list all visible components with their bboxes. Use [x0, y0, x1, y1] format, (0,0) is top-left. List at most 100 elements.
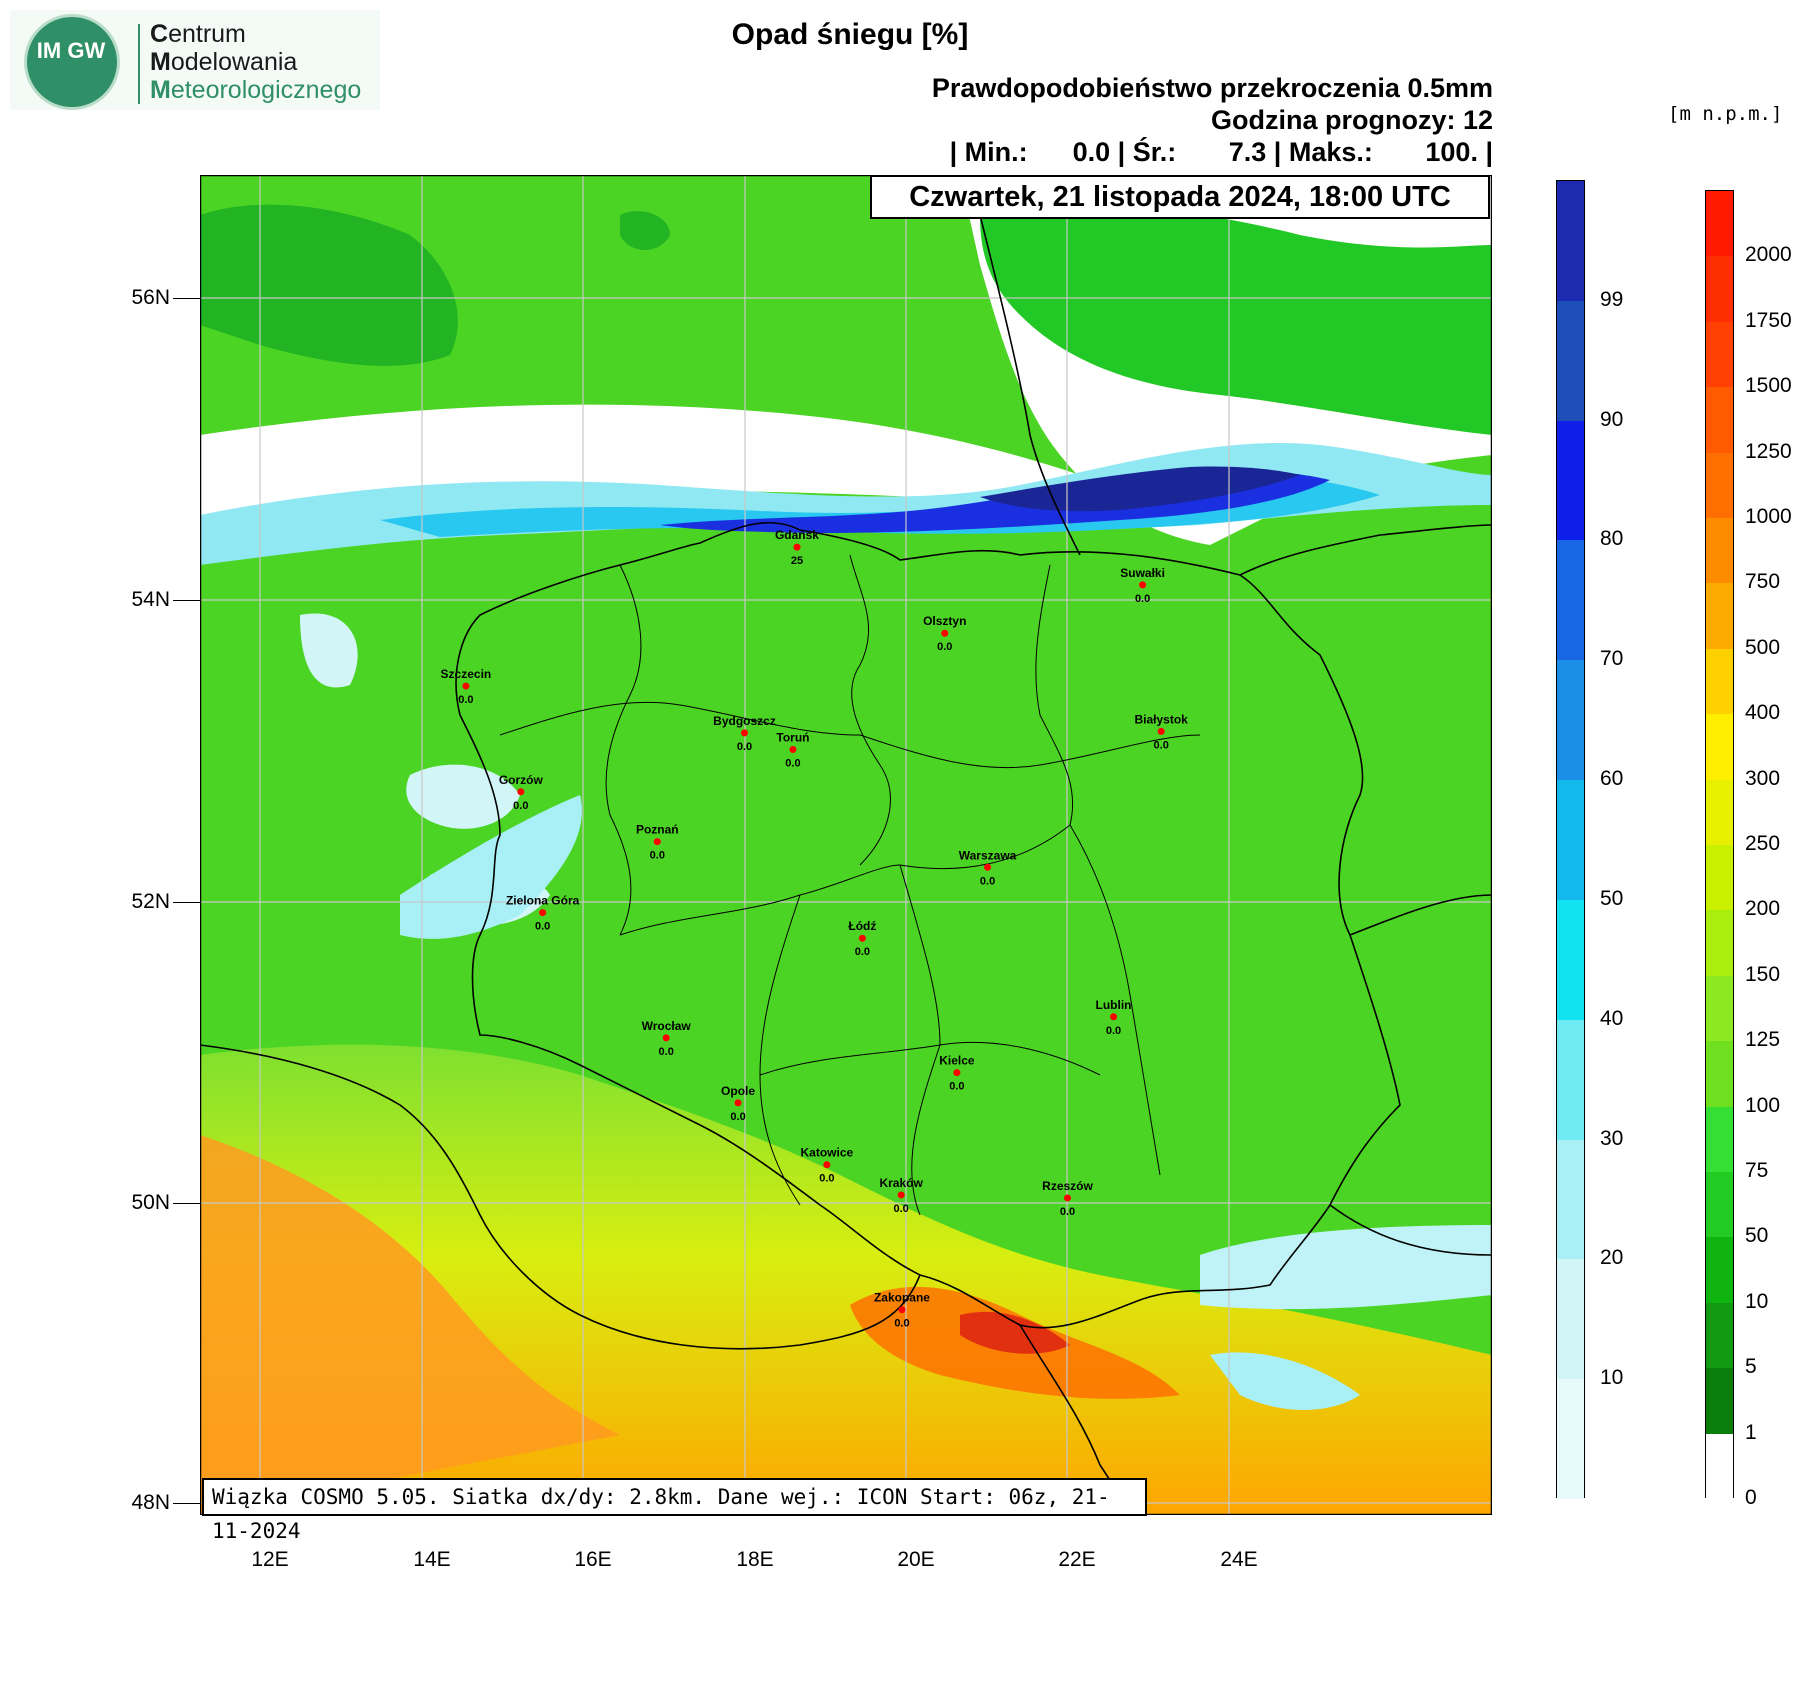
snow-colorbar-label: 40	[1600, 1006, 1624, 1030]
snow-probability-colorbar	[1556, 180, 1585, 1500]
elevation-colorbar-step	[1706, 779, 1733, 846]
stats-line: | Min.: 0.0 | Śr.: 7.3 | Maks.: 100. |	[949, 137, 1493, 167]
city-name: Lublin	[1096, 998, 1132, 1012]
elevation-colorbar-step	[1706, 1237, 1733, 1304]
imgw-emblem-text: IM GW	[36, 38, 106, 63]
city-name: Kraków	[879, 1176, 923, 1190]
city-value: 0.0	[730, 1111, 745, 1123]
city-value: 0.0	[937, 641, 952, 653]
elevation-colorbar-label: 500	[1745, 635, 1781, 659]
city-value: 0.0	[894, 1203, 909, 1215]
city-name: Bydgoszcz	[713, 714, 776, 728]
imgw-logo: IM GW Centrum Modelowania Meteorologiczn…	[10, 10, 380, 110]
snow-colorbar-label: 60	[1600, 767, 1624, 791]
valid-date-box: Czwartek, 21 listopada 2024, 18:00 UTC	[870, 175, 1490, 219]
city-value: 0.0	[949, 1081, 964, 1093]
snow-colorbar-step	[1557, 300, 1584, 422]
lat-label-50n: 50N	[131, 1191, 170, 1214]
elevation-colorbar-label: 150	[1745, 962, 1781, 986]
elevation-colorbar-label: 1500	[1745, 374, 1792, 398]
city-marker	[858, 934, 866, 942]
elevation-colorbar-label: 1	[1745, 1420, 1757, 1444]
forecast-hour: Godzina prognozy: 12	[1210, 105, 1493, 135]
city-value: 25	[791, 555, 803, 567]
lon-label-24e: 24E	[1220, 1548, 1258, 1571]
elevation-colorbar-label: 2000	[1745, 243, 1792, 267]
lat-label-52n: 52N	[131, 890, 170, 913]
city-marker	[1157, 727, 1165, 735]
lat-tick	[173, 1503, 200, 1504]
elevation-colorbar-step	[1706, 1172, 1733, 1238]
elevation-colorbar-step	[1706, 321, 1733, 388]
snow-carpathians-se	[1210, 1352, 1360, 1410]
snow-colorbar-label: 80	[1600, 527, 1624, 551]
city-value: 0.0	[535, 921, 550, 933]
lat-tick	[173, 902, 200, 903]
logo-divider	[138, 24, 140, 104]
city-marker	[953, 1069, 961, 1077]
imgw-emblem	[24, 14, 120, 110]
city-name: Olsztyn	[923, 614, 966, 628]
elevation-colorbar-step	[1706, 1041, 1733, 1108]
snow-colorbar-step	[1557, 1139, 1584, 1260]
city-marker	[734, 1099, 742, 1107]
voivodeship-borders	[499, 554, 1201, 1216]
elevation-unit-label: [m n.p.m.]	[1668, 103, 1783, 125]
snow-ukraine	[1200, 1225, 1492, 1310]
chart-title: Opad śniegu [%]	[731, 18, 969, 51]
logo-line-1: Centrum	[150, 20, 246, 48]
city-name: Opole	[721, 1084, 755, 1098]
model-info-box: Wiązka COSMO 5.05. Siatka dx/dy: 2.8km. …	[202, 1478, 1147, 1543]
city-value: 0.0	[1154, 739, 1169, 751]
elevation-colorbar-step	[1706, 191, 1733, 257]
elevation-colorbar-label: 1750	[1745, 308, 1792, 332]
snow-oder-streak	[400, 795, 582, 939]
city-value: 0.0	[894, 1318, 909, 1330]
snow-colorbar-label: 99	[1600, 287, 1624, 311]
elevation-colorbar-label: 200	[1745, 897, 1781, 921]
city-value: 0.0	[819, 1173, 834, 1185]
snow-colorbar-step	[1557, 660, 1584, 781]
elevation-colorbar-step	[1706, 1106, 1733, 1173]
lat-label-56n: 56N	[131, 286, 170, 309]
city-name: Gorzów	[499, 773, 544, 787]
elevation-colorbar-step	[1706, 1433, 1733, 1500]
elevation-colorbar-label: 300	[1745, 766, 1781, 790]
city-value: 0.0	[513, 800, 528, 812]
city-marker	[898, 1306, 906, 1314]
elevation-colorbar-label: 50	[1745, 1224, 1769, 1248]
city-marker	[1110, 1013, 1118, 1021]
elevation-colorbar-label: 100	[1745, 1093, 1781, 1117]
snow-colorbar-label: 90	[1600, 407, 1624, 431]
lon-label-16e: 16E	[574, 1548, 612, 1571]
city-marker	[793, 543, 801, 551]
lon-label-22e: 22E	[1058, 1548, 1096, 1571]
snow-colorbar-step	[1557, 1259, 1584, 1380]
city-marker	[462, 682, 470, 690]
snow-colorbar-label: 50	[1600, 886, 1624, 910]
lat-tick	[173, 1203, 200, 1204]
city-marker	[662, 1034, 670, 1042]
city-marker	[653, 838, 661, 846]
lat-tick	[173, 298, 200, 299]
city-name: Poznań	[636, 823, 679, 837]
city-marker	[941, 629, 949, 637]
chart-subtitle: Prawdopodobieństwo przekroczenia 0.5mm	[931, 73, 1493, 103]
elevation-colorbar-step	[1706, 518, 1733, 584]
elevation-colorbar-label: 400	[1745, 701, 1781, 725]
snow-colorbar-label: 20	[1600, 1246, 1624, 1270]
elevation-colorbar-step	[1706, 648, 1733, 715]
city-value: 0.0	[1135, 593, 1150, 605]
elevation-colorbar-step	[1706, 910, 1733, 977]
snow-colorbar-labels: 99 90 80 70 60 50 40 30 20 10	[1600, 0, 1660, 1700]
elevation-colorbar	[1705, 190, 1734, 1500]
city-marker	[517, 788, 525, 796]
elevation-colorbar-step	[1706, 1368, 1733, 1435]
city-name: Toruń	[776, 730, 809, 744]
city-name: Kielce	[939, 1054, 975, 1068]
lat-label-48n: 48N	[131, 1491, 170, 1514]
snow-colorbar-label: 10	[1600, 1366, 1624, 1390]
land-tatra-peak	[960, 1311, 1070, 1354]
snow-colorbar-step	[1557, 1019, 1584, 1141]
city-marker	[897, 1191, 905, 1199]
